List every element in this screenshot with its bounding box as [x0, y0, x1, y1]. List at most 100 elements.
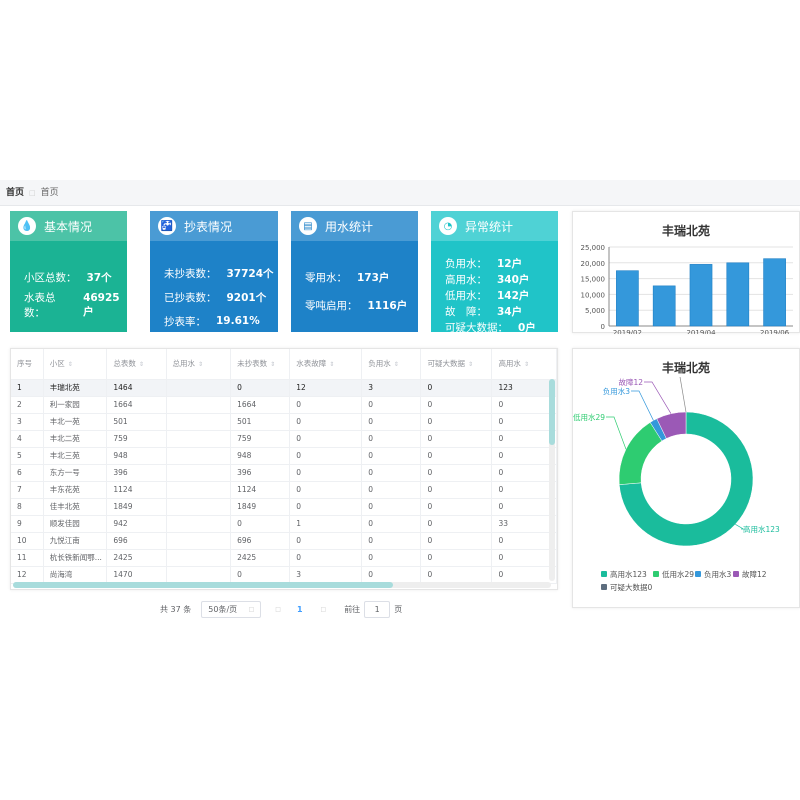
column-header[interactable]: 小区 ⇕	[43, 349, 108, 380]
page-size-select[interactable]: 50条/页 □	[201, 600, 262, 618]
prev-page-button[interactable]: □	[275, 605, 281, 613]
sort-icon[interactable]: ⇕	[67, 361, 73, 369]
legend-swatch	[601, 584, 607, 590]
table-cell: 2425	[106, 549, 167, 567]
column-header[interactable]: 总表数 ⇕	[106, 349, 167, 380]
stat-row: 低用水： 142户	[445, 287, 558, 303]
sort-icon[interactable]: ⇕	[467, 361, 473, 369]
column-label: 未抄表数	[237, 359, 268, 369]
goto-page-input[interactable]: 1	[364, 600, 391, 618]
label-line	[679, 377, 687, 413]
legend-item[interactable]: 高用水123	[610, 569, 647, 579]
table-cell: 丰东花苑	[43, 481, 108, 499]
stat-row: 故 障： 34户	[445, 303, 558, 319]
table-row[interactable]: 2 利一家园 1664 1664 0 0 0 0	[11, 396, 557, 414]
table-row[interactable]: 4 丰北二苑 759 759 0 0 0 0	[11, 430, 557, 448]
pagination: 共 37 条 50条/页 □ □ 1 □ 前往 1 页	[160, 600, 402, 618]
next-page-button[interactable]: □	[320, 605, 327, 613]
table-row[interactable]: 1 丰瑞北苑 1464 0 12 3 0 123	[11, 379, 557, 397]
stat-row: 抄表率： 19.61%	[164, 309, 278, 333]
table-cell: 7	[11, 481, 44, 499]
column-header[interactable]: 负用水 ⇕	[361, 349, 422, 380]
legend-item[interactable]: 故障12	[742, 569, 767, 579]
pie-slice	[656, 411, 687, 439]
stat-value: 34户	[497, 305, 523, 318]
table-cell: 0	[361, 481, 422, 499]
table-cell: 0	[289, 464, 363, 482]
table-row[interactable]: 8 佳丰北苑 1849 1849 0 0 0 0	[11, 498, 557, 516]
total-count: 共 37 条	[160, 604, 192, 614]
legend-swatch	[653, 571, 659, 577]
page-1[interactable]: 1	[296, 604, 303, 614]
table-row[interactable]: 5 丰北三苑 948 948 0 0 0 0	[11, 447, 557, 465]
stat-label: 高用水：	[445, 273, 487, 286]
goto-value: 1	[374, 604, 380, 614]
sort-icon[interactable]: ⇕	[138, 361, 144, 369]
table-cell: 0	[491, 498, 557, 516]
sort-icon[interactable]: ⇕	[270, 361, 276, 369]
page-suffix: 页	[394, 604, 403, 614]
legend-item[interactable]: 负用水3	[704, 569, 731, 579]
column-header[interactable]: 水表故障 ⇕	[289, 349, 363, 380]
table-row[interactable]: 9 顺发佳园 942 0 1 0 0 33	[11, 515, 557, 533]
table-cell: 0	[420, 464, 493, 482]
table-row[interactable]: 11 杭长铁新闻鄂... 2425 2425 0 0 0 0	[11, 549, 557, 567]
bar	[652, 285, 676, 327]
sort-icon[interactable]: ⇕	[393, 361, 399, 369]
stat-label: 零吨启用：	[305, 299, 358, 312]
table-cell: 8	[11, 498, 44, 516]
stat-label: 零用水：	[305, 271, 347, 284]
table-cell: 丰北三苑	[43, 447, 108, 465]
card-3: ▤ 用水统计 零用水： 173户 零吨启用： 1116户	[291, 211, 418, 332]
table-cell: 5	[11, 447, 44, 465]
table-cell: 0	[289, 549, 363, 567]
legend-item[interactable]: 低用水29	[662, 569, 694, 579]
column-label: 总用水	[172, 359, 196, 369]
table-cell	[166, 447, 232, 465]
table-cell: 1849	[230, 498, 291, 516]
column-header[interactable]: 高用水 ⇕	[491, 349, 557, 380]
legend-item[interactable]: 可疑大数据0	[610, 582, 652, 592]
column-header[interactable]: 未抄表数 ⇕	[230, 349, 291, 380]
table-row[interactable]: 12 尚海湾 1470 0 3 0 0 0	[11, 566, 557, 584]
y-tick-label: 25,000	[581, 244, 606, 252]
card-1: 💧 基本情况 小区总数： 37个 水表总数： 46925户	[10, 211, 127, 332]
table-cell: 10	[11, 532, 44, 550]
table-cell	[166, 549, 232, 567]
table-cell: 0	[289, 498, 363, 516]
stat-value: 142户	[497, 289, 530, 302]
card-4: ◔ 异常统计 负用水： 12户 高用水： 340户 低用水： 142户故 障： 34户 可疑大数据…	[431, 211, 558, 334]
sort-icon[interactable]: ⇕	[329, 361, 335, 369]
table-cell: 丰瑞北苑	[43, 379, 108, 397]
x-tick-label: 2019/02	[613, 329, 642, 334]
table-cell: 501	[230, 413, 291, 431]
pie-chart-icon: ◔	[439, 217, 457, 235]
table-cell: 东方一号	[43, 464, 108, 482]
column-header[interactable]: 总用水 ⇕	[166, 349, 232, 380]
stat-value: 173户	[357, 271, 390, 284]
table-cell: 1849	[106, 498, 167, 516]
table-cell: 0	[361, 515, 422, 533]
breadcrumb-root[interactable]: 首页	[6, 188, 25, 198]
table-cell: 0	[491, 396, 557, 414]
table-row[interactable]: 10 九悦江南 696 696 0 0 0 0	[11, 532, 557, 550]
table-cell: 6	[11, 464, 44, 482]
sort-icon[interactable]: ⇕	[198, 361, 204, 369]
sort-icon[interactable]: ⇕	[523, 361, 529, 369]
table-cell: 0	[491, 447, 557, 465]
vertical-scrollbar[interactable]	[549, 379, 555, 581]
horizontal-scrollbar[interactable]	[13, 582, 551, 588]
table-cell: 0	[420, 396, 493, 414]
stat-label: 未抄表数：	[164, 267, 217, 280]
table-cell: 1470	[106, 566, 167, 584]
table-row[interactable]: 6 东方一号 396 396 0 0 0 0	[11, 464, 557, 482]
card-title: 用水统计	[325, 219, 374, 234]
table-row[interactable]: 3 丰北一苑 501 501 0 0 0 0	[11, 413, 557, 431]
column-header[interactable]: 可疑大数据 ⇕	[420, 349, 493, 380]
table-cell: 丰北一苑	[43, 413, 108, 431]
table-cell: 9	[11, 515, 44, 533]
table-cell: 0	[491, 566, 557, 584]
table-row[interactable]: 7 丰东花苑 1124 1124 0 0 0 0	[11, 481, 557, 499]
goto-label: 前往	[344, 604, 361, 614]
table-cell: 0	[420, 532, 493, 550]
